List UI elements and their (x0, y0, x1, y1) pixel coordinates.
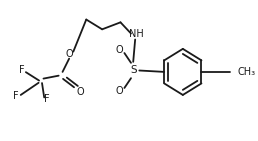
Text: F: F (19, 66, 24, 75)
Text: O: O (116, 86, 123, 96)
Text: O: O (65, 49, 73, 59)
Text: NH: NH (129, 29, 144, 39)
Text: O: O (116, 45, 123, 55)
Text: O: O (77, 87, 84, 97)
Text: CH₃: CH₃ (238, 67, 256, 77)
Text: F: F (13, 91, 18, 101)
Text: S: S (131, 66, 137, 75)
Text: F: F (44, 94, 50, 104)
